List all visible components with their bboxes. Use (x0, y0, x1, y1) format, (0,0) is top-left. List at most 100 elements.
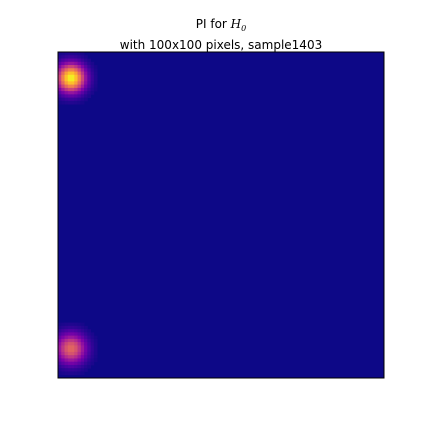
heatmap-cell (67, 361, 72, 366)
heatmap-cell (58, 325, 62, 330)
heatmap-cell (64, 58, 69, 63)
heatmap-cell (77, 342, 82, 346)
heatmap-cell (93, 335, 98, 340)
heatmap-cell (80, 61, 85, 66)
heatmap-cell (84, 329, 88, 333)
heatmap-cell (74, 87, 78, 92)
heatmap-cell (67, 94, 72, 99)
heatmap-cell (87, 94, 91, 99)
heatmap-cell (77, 322, 82, 327)
heatmap-cell (87, 329, 91, 333)
heatmap-cell (87, 71, 91, 76)
heatmap-cell (84, 345, 88, 350)
heatmap-cell (71, 71, 75, 76)
heatmap-cell (61, 364, 65, 369)
heatmap-cell (71, 81, 75, 85)
heatmap-cell (74, 371, 78, 376)
heatmap-cell (71, 74, 75, 79)
heatmap-cell (58, 338, 62, 343)
heatmap-cell (80, 342, 85, 346)
heatmap-cell (93, 81, 98, 85)
heatmap-cell (80, 65, 85, 69)
heatmap-cell (77, 361, 82, 366)
heatmap-cell (67, 364, 72, 369)
title-line-2: with 100x100 pixels, sample1403 (119, 38, 323, 52)
heatmap-cell (64, 332, 69, 337)
heatmap-cell (67, 61, 72, 66)
heatmap-cell (61, 65, 65, 69)
heatmap-cell (67, 371, 72, 376)
heatmap-cell (77, 94, 82, 99)
heatmap-cell (64, 325, 69, 330)
heatmap-cell (67, 325, 72, 330)
heatmap-cell (67, 78, 72, 82)
heatmap-cell (74, 355, 78, 359)
heatmap-cell (64, 364, 69, 369)
heatmap-cell (67, 55, 72, 59)
heatmap-cell (71, 65, 75, 69)
heatmap-cell (64, 91, 69, 95)
heatmap-cell (87, 342, 91, 346)
heatmap-cell (74, 81, 78, 85)
heatmap-cell (71, 332, 75, 337)
heatmap-cell (61, 61, 65, 66)
heatmap-cell (64, 61, 69, 66)
heatmap-cell (71, 364, 75, 369)
heatmap-cell (67, 351, 72, 356)
heatmap-cell (71, 52, 75, 56)
heatmap-cell (64, 371, 69, 376)
heatmap-cell (61, 91, 65, 95)
heatmap-cell (74, 348, 78, 353)
heatmap-cell (67, 91, 72, 95)
heatmap-cell (64, 358, 69, 363)
heatmap-cell (67, 68, 72, 72)
heatmap-cell (93, 348, 98, 353)
heatmap-cell (58, 71, 62, 76)
heatmap-cell (77, 355, 82, 359)
heatmap-cell (93, 358, 98, 363)
heatmap-cell (74, 338, 78, 343)
heatmap-cell (58, 322, 62, 327)
heatmap-cell (84, 68, 88, 72)
heatmap-cell (87, 65, 91, 69)
heatmap-cell (84, 338, 88, 343)
heatmap-cell (71, 348, 75, 353)
heatmap-cell (71, 325, 75, 330)
heatmap-cell (80, 361, 85, 366)
heatmap-cell (64, 368, 69, 372)
heatmap-cell (61, 358, 65, 363)
heatmap-cell (58, 100, 62, 105)
heatmap-cell (61, 52, 65, 56)
heatmap-cell (64, 65, 69, 69)
heatmap-cell (64, 74, 69, 79)
heatmap-cell (90, 81, 95, 85)
heatmap-cell (64, 94, 69, 99)
heatmap-cell (77, 65, 82, 69)
heatmap-cell (74, 100, 78, 105)
heatmap-cell (61, 97, 65, 102)
heatmap-cell (58, 342, 62, 346)
heatmap-cell (61, 78, 65, 82)
heatmap-cell (67, 65, 72, 69)
heatmap-cell (84, 358, 88, 363)
heatmap-cell (87, 87, 91, 92)
heatmap-cell (64, 100, 69, 105)
heatmap-cell (74, 364, 78, 369)
heatmap-cell (74, 74, 78, 79)
heatmap-cell (84, 87, 88, 92)
heatmap-cell (90, 342, 95, 346)
heatmap-cell (58, 52, 62, 56)
heatmap-cell (80, 100, 85, 105)
heatmap-cell (71, 355, 75, 359)
heatmap-cell (77, 71, 82, 76)
heatmap-cell (87, 91, 91, 95)
heatmap-cell (93, 84, 98, 89)
heatmap-cell (90, 338, 95, 343)
heatmap-cell (87, 345, 91, 350)
heatmap-cell (67, 335, 72, 340)
heatmap-cell (74, 61, 78, 66)
heatmap-cell (71, 322, 75, 327)
heatmap-cell (58, 65, 62, 69)
heatmap-cell (61, 322, 65, 327)
heatmap-cell (80, 358, 85, 363)
